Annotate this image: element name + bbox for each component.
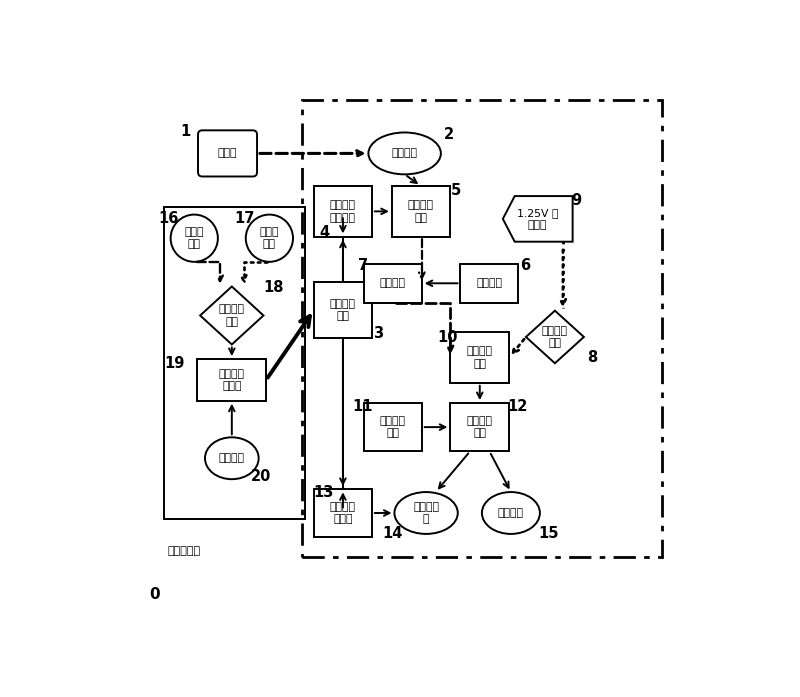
Bar: [364, 264, 422, 302]
Text: 20: 20: [250, 469, 271, 484]
Text: 11: 11: [353, 399, 373, 414]
Text: 小数点定
位电路: 小数点定 位电路: [330, 502, 356, 524]
Text: 14: 14: [382, 526, 403, 541]
Bar: [450, 332, 510, 383]
Text: 波长补偿
旋钮: 波长补偿 旋钮: [380, 416, 406, 438]
Bar: [164, 207, 305, 519]
Text: 10: 10: [438, 330, 458, 345]
Text: 外电源
接口: 外电源 接口: [185, 227, 204, 250]
Text: 内电池
接口: 内电池 接口: [260, 227, 279, 250]
Text: 模式切换
电路: 模式切换 电路: [466, 346, 493, 369]
Text: 输入接口: 输入接口: [392, 148, 418, 158]
Text: 7: 7: [358, 257, 368, 273]
FancyBboxPatch shape: [198, 130, 257, 176]
Text: 0: 0: [150, 587, 160, 602]
Text: 一分二电
源电路: 一分二电 源电路: [219, 369, 245, 391]
Text: 12: 12: [507, 399, 527, 414]
Text: 18: 18: [263, 280, 283, 295]
Text: 前置放大
电路: 前置放大 电路: [408, 200, 434, 222]
Text: 5: 5: [450, 183, 461, 199]
Text: 输出接口: 输出接口: [498, 508, 524, 518]
Text: 15: 15: [538, 526, 558, 541]
Ellipse shape: [482, 492, 540, 534]
Text: 19: 19: [165, 356, 185, 372]
Text: 调零电路: 调零电路: [380, 278, 406, 289]
Bar: [314, 282, 372, 338]
Text: 9: 9: [571, 193, 582, 208]
Text: 3: 3: [373, 325, 383, 341]
Text: 波长设定
开关: 波长设定 开关: [542, 325, 568, 348]
Text: 13: 13: [313, 485, 334, 500]
Bar: [302, 100, 662, 557]
Bar: [392, 186, 450, 237]
Ellipse shape: [394, 492, 458, 534]
Bar: [461, 264, 518, 302]
Bar: [364, 403, 422, 451]
Polygon shape: [200, 286, 263, 344]
Text: 液晶电压
表: 液晶电压 表: [413, 502, 439, 524]
Text: 量程切换
开关: 量程切换 开关: [330, 299, 356, 321]
Text: 1.25V 基
准电压: 1.25V 基 准电压: [517, 208, 558, 230]
Text: 磁屏蔽机盒: 磁屏蔽机盒: [167, 546, 201, 556]
Bar: [198, 359, 266, 401]
Text: 光探头: 光探头: [218, 148, 238, 158]
Text: 取样电阻
切换电路: 取样电阻 切换电路: [330, 200, 356, 222]
Text: 8: 8: [587, 350, 598, 365]
Text: 波长补偿
电路: 波长补偿 电路: [466, 416, 493, 438]
Text: 16: 16: [158, 211, 178, 227]
Bar: [450, 403, 510, 451]
Text: 开机按钮: 开机按钮: [219, 453, 245, 464]
Bar: [314, 489, 372, 537]
Text: 1: 1: [181, 125, 190, 139]
Bar: [314, 186, 372, 237]
Ellipse shape: [170, 215, 218, 262]
Ellipse shape: [205, 437, 258, 479]
Ellipse shape: [246, 215, 293, 262]
Text: 17: 17: [234, 211, 255, 227]
Text: 6: 6: [520, 257, 530, 273]
Text: 调零旋钮: 调零旋钮: [477, 278, 502, 289]
Polygon shape: [503, 196, 573, 242]
Text: 2: 2: [444, 127, 454, 142]
Text: 供电切换
开关: 供电切换 开关: [219, 305, 245, 327]
Text: 4: 4: [319, 225, 329, 240]
Ellipse shape: [369, 132, 441, 174]
Polygon shape: [526, 311, 584, 363]
